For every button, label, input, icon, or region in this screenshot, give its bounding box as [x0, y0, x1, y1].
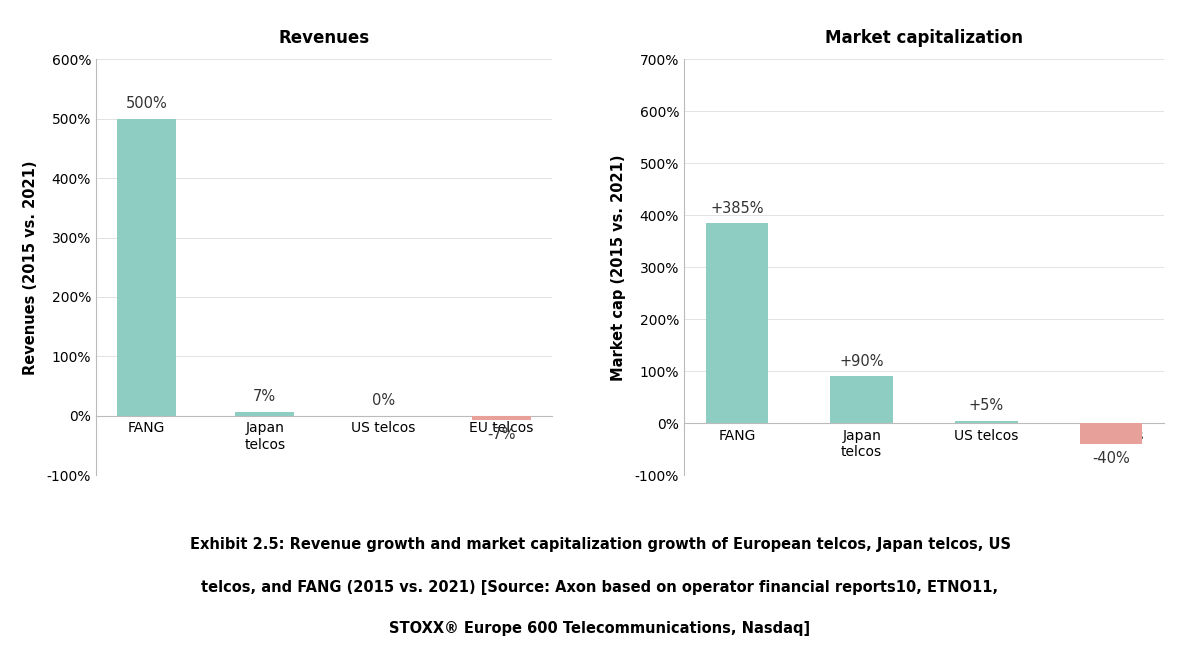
- Bar: [706, 223, 768, 423]
- Bar: [955, 420, 1018, 423]
- Bar: [1080, 423, 1142, 444]
- Bar: [116, 119, 176, 416]
- Text: 7%: 7%: [253, 389, 276, 404]
- Text: -40%: -40%: [1092, 451, 1130, 467]
- Text: 0%: 0%: [372, 393, 395, 409]
- Title: Revenues: Revenues: [278, 29, 370, 47]
- Title: Market capitalization: Market capitalization: [826, 29, 1022, 47]
- Text: +90%: +90%: [840, 354, 884, 369]
- Text: +5%: +5%: [968, 398, 1004, 413]
- Text: +385%: +385%: [710, 201, 763, 216]
- Text: Exhibit 2.5: Revenue growth and market capitalization growth of European telcos,: Exhibit 2.5: Revenue growth and market c…: [190, 537, 1010, 552]
- Bar: [472, 416, 532, 420]
- Bar: [830, 376, 893, 423]
- Bar: [235, 412, 294, 416]
- Text: STOXX® Europe 600 Telecommunications, Nasdaq]: STOXX® Europe 600 Telecommunications, Na…: [390, 621, 810, 636]
- Text: telcos, and FANG (2015 vs. 2021) [Source: Axon based on operator financial repor: telcos, and FANG (2015 vs. 2021) [Source…: [202, 580, 998, 595]
- Y-axis label: Revenues (2015 vs. 2021): Revenues (2015 vs. 2021): [24, 160, 38, 374]
- Text: -7%: -7%: [487, 428, 516, 442]
- Text: 500%: 500%: [126, 96, 167, 112]
- Y-axis label: Market cap (2015 vs. 2021): Market cap (2015 vs. 2021): [612, 154, 626, 381]
